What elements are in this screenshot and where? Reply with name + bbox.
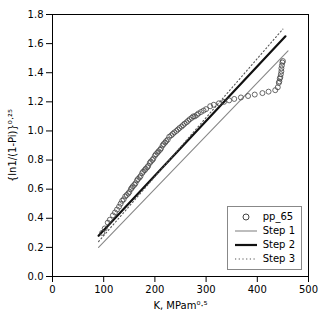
html-text:Step 2: Step 2 <box>262 239 295 250</box>
svg-text:100: 100 <box>94 284 113 295</box>
svg-text:300: 300 <box>197 284 216 295</box>
html-text:Step 1: Step 1 <box>262 225 295 236</box>
svg-text:0.6: 0.6 <box>28 183 44 194</box>
svg-text:400: 400 <box>248 284 267 295</box>
svg-text:1.4: 1.4 <box>28 67 44 78</box>
html-text:Step 3: Step 3 <box>262 253 295 264</box>
svg-text:0: 0 <box>49 284 55 295</box>
html-text:pp_65: pp_65 <box>262 211 294 222</box>
svg-text:1.2: 1.2 <box>28 96 44 107</box>
svg-text:K, MPam⁰·⁵: K, MPam⁰·⁵ <box>153 300 207 311</box>
svg-text:0.0: 0.0 <box>28 271 44 282</box>
svg-text:0.2: 0.2 <box>28 242 44 253</box>
svg-text:0.8: 0.8 <box>28 154 44 165</box>
svg-text:{ln1/(1-Pi)}⁰·²⁵: {ln1/(1-Pi)}⁰·²⁵ <box>7 109 18 182</box>
svg-text:0.4: 0.4 <box>28 212 44 223</box>
svg-text:1.6: 1.6 <box>28 38 44 49</box>
svg-text:1.8: 1.8 <box>28 9 44 20</box>
svg-text:1.0: 1.0 <box>28 125 44 136</box>
svg-text:200: 200 <box>145 284 164 295</box>
svg-text:500: 500 <box>299 284 318 295</box>
